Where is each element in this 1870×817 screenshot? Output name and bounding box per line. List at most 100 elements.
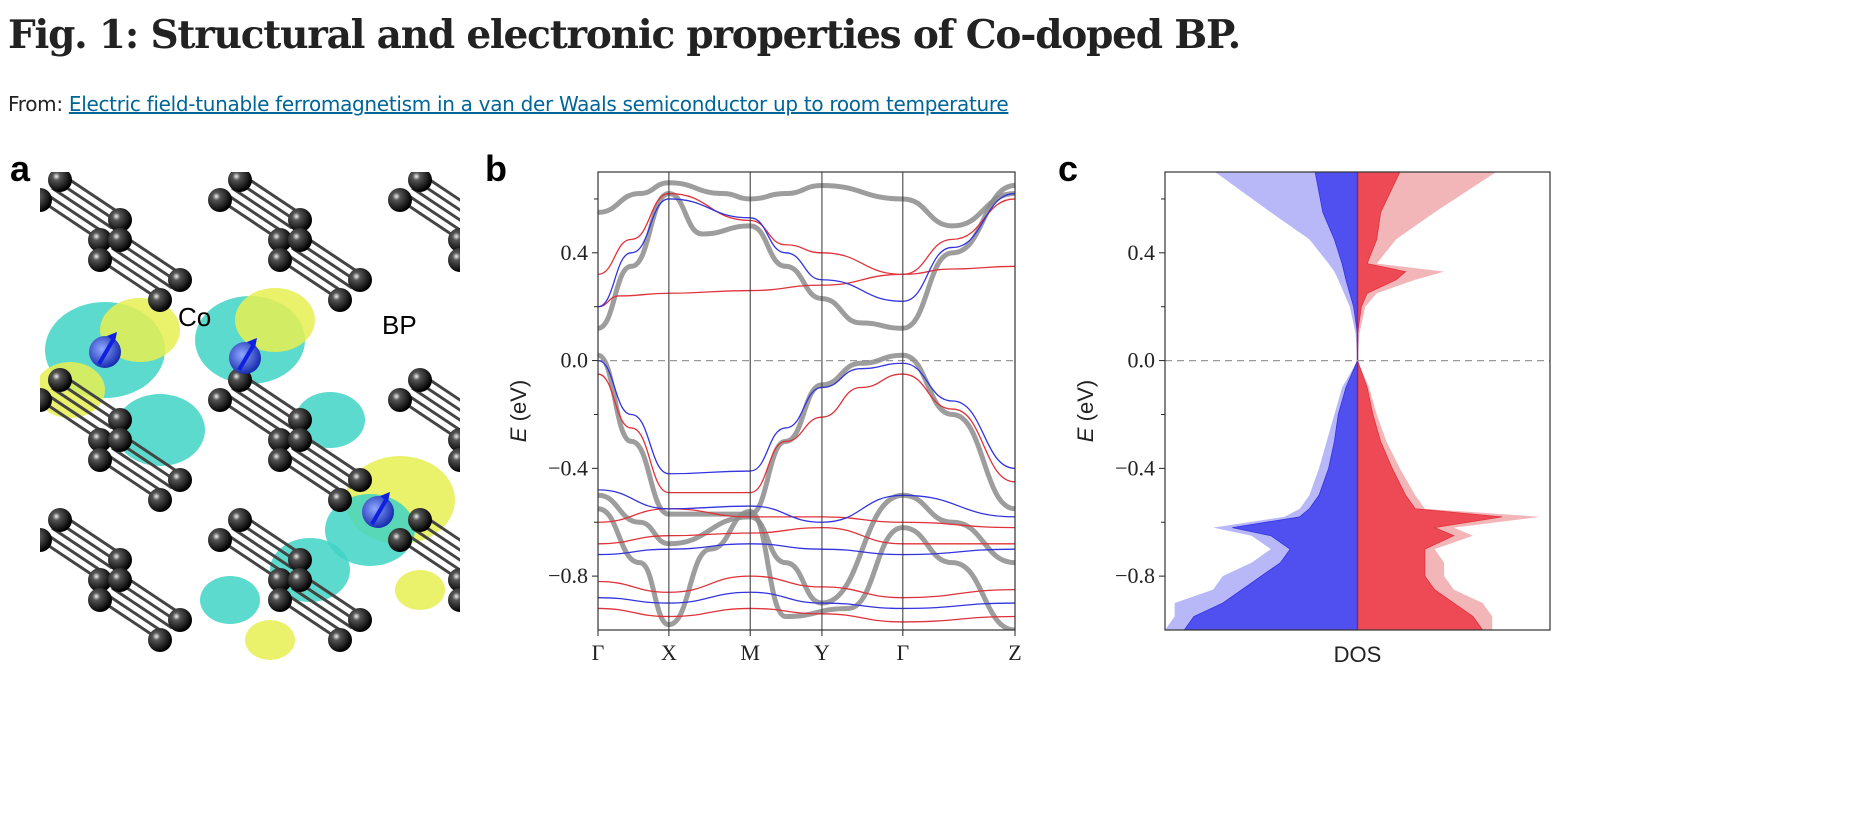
x-tick-label: Γ	[592, 640, 605, 665]
bond	[459, 460, 460, 462]
bond	[478, 442, 538, 482]
phosphorus-atom	[508, 628, 532, 652]
phosphorus-atom	[108, 548, 132, 572]
bond	[466, 454, 526, 494]
phosphorus-atom	[148, 288, 172, 312]
phosphorus-atom	[388, 388, 412, 412]
phosphorus-atom	[468, 408, 492, 432]
charge-density-blob	[395, 570, 445, 610]
phosphorus-atom	[448, 248, 460, 272]
phosphorus-atom	[228, 172, 252, 192]
bond	[478, 242, 538, 282]
phosphorus-atom	[348, 268, 372, 292]
bond	[123, 234, 185, 278]
y-tick-label: −0.4	[1115, 455, 1155, 480]
phosphorus-atom	[108, 208, 132, 232]
phosphorus-atom	[208, 388, 232, 412]
phosphorus-atom	[40, 528, 52, 552]
bond	[291, 446, 353, 490]
bond	[484, 576, 544, 616]
bp-annotation: BP	[382, 310, 417, 340]
phosphorus-atom	[40, 388, 52, 412]
panel-b-label: b	[485, 148, 507, 189]
bond	[99, 258, 161, 302]
bond	[459, 600, 460, 602]
bond	[411, 526, 460, 562]
phosphorus-atom	[148, 628, 172, 652]
phosphorus-atom	[48, 172, 72, 192]
bond	[472, 248, 532, 288]
bond	[111, 586, 173, 630]
spin-up-band-line	[598, 508, 1015, 529]
bond	[51, 386, 113, 430]
phosphorus-atom	[208, 528, 232, 552]
bond	[219, 538, 281, 582]
bond	[279, 258, 341, 302]
bond	[279, 598, 341, 642]
bond	[466, 594, 526, 634]
bond	[40, 398, 101, 442]
phosphorus-atom	[268, 568, 292, 592]
spin-up-band-line	[598, 526, 1015, 545]
phosphorus-atom	[268, 228, 292, 252]
bond	[123, 434, 185, 478]
bond	[105, 452, 167, 496]
y-tick-label: 0.4	[1128, 240, 1156, 265]
figure-source: From: Electric field-tunable ferromagnet…	[8, 92, 1009, 116]
bond	[399, 198, 460, 242]
phosphorus-atom	[268, 448, 292, 472]
bond	[285, 592, 347, 636]
bond	[472, 448, 532, 488]
bond	[303, 574, 365, 618]
phosphorus-atom	[268, 248, 292, 272]
phosphorus-atom	[40, 188, 52, 212]
phosphorus-atom	[288, 568, 312, 592]
charge-density-blob	[235, 288, 315, 352]
bond	[484, 236, 544, 276]
x-tick-label: X	[661, 640, 677, 665]
phosphorus-atom	[268, 428, 292, 452]
phosphorus-atom	[108, 568, 132, 592]
y-axis-label: E (eV)	[506, 380, 531, 442]
phosphorus-atom	[88, 428, 112, 452]
phosphorus-atom	[528, 268, 552, 292]
x-tick-label: Y	[814, 640, 830, 665]
bond	[279, 458, 341, 502]
figure-title: Fig. 1: Structural and electronic proper…	[8, 12, 1241, 58]
plot-frame	[1164, 171, 1551, 631]
bond	[243, 514, 305, 558]
source-article-link[interactable]: Electric field-tunable ferromagnetism in…	[68, 92, 1009, 116]
bond	[399, 538, 460, 582]
phosphorus-atom	[348, 468, 372, 492]
y-tick-label: 0.4	[561, 240, 589, 265]
pristine-band-line	[598, 180, 1015, 229]
spin-down-band-line	[598, 192, 1015, 308]
x-tick-label: M	[740, 640, 760, 665]
bond	[423, 374, 460, 402]
phosphorus-atom	[288, 228, 312, 252]
phosphorus-atom	[88, 588, 112, 612]
phosphorus-atom	[448, 228, 460, 252]
magnetic-moment-arrow-icon	[97, 338, 115, 366]
spin-up-band-line	[598, 373, 1015, 494]
charge-density-blob	[100, 298, 180, 362]
bond	[105, 252, 167, 296]
phosphorus-atom	[508, 488, 532, 512]
phosphorus-atom	[448, 588, 460, 612]
magnetic-moment-arrow-icon	[237, 344, 255, 372]
phosphorus-atom	[328, 628, 352, 652]
x-tick-label: Γ	[896, 640, 909, 665]
phosphorus-atom	[168, 468, 192, 492]
arrowhead-icon	[247, 338, 257, 348]
charge-density-blob	[245, 620, 295, 660]
phosphorus-atom	[268, 588, 292, 612]
y-tick-label: 0.0	[561, 348, 589, 373]
phosphorus-atom	[288, 428, 312, 452]
phosphorus-atom	[328, 488, 352, 512]
from-label: From:	[8, 92, 63, 116]
phosphorus-atom	[228, 368, 252, 392]
spin-up-band-line	[598, 192, 1015, 276]
phosphorus-atom	[288, 208, 312, 232]
bond	[111, 446, 173, 490]
bond	[423, 174, 460, 202]
